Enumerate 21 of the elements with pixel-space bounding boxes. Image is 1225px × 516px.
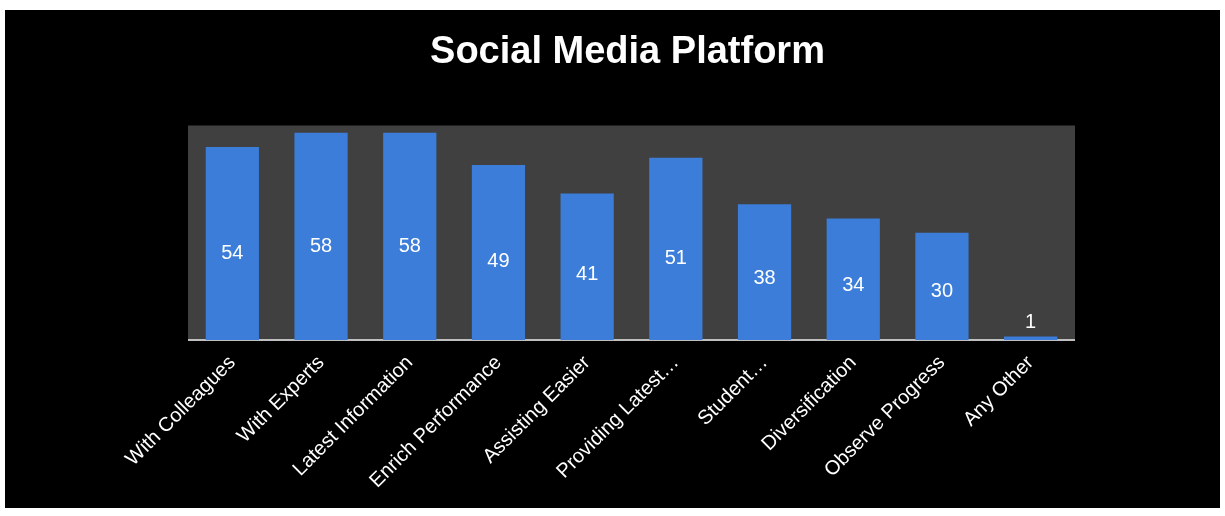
data-label: 1 bbox=[1025, 310, 1037, 332]
bar bbox=[649, 157, 703, 341]
bar bbox=[383, 132, 437, 341]
data-label: 49 bbox=[487, 248, 510, 271]
data-label: 38 bbox=[753, 266, 776, 289]
bar bbox=[915, 232, 969, 341]
data-label: 51 bbox=[664, 245, 687, 268]
data-label: 54 bbox=[221, 240, 244, 263]
bar bbox=[294, 132, 348, 341]
data-label: 58 bbox=[309, 234, 333, 257]
bar bbox=[471, 164, 526, 341]
data-label: 58 bbox=[398, 234, 421, 257]
bar bbox=[205, 147, 259, 341]
data-label: 34 bbox=[842, 272, 865, 295]
data-label: 30 bbox=[930, 279, 954, 302]
chart-title: Social Media Platform bbox=[430, 29, 825, 72]
bar bbox=[826, 218, 880, 341]
bar bbox=[1004, 336, 1058, 341]
bar bbox=[560, 193, 614, 341]
bar bbox=[737, 204, 792, 341]
data-label: 41 bbox=[576, 261, 599, 284]
